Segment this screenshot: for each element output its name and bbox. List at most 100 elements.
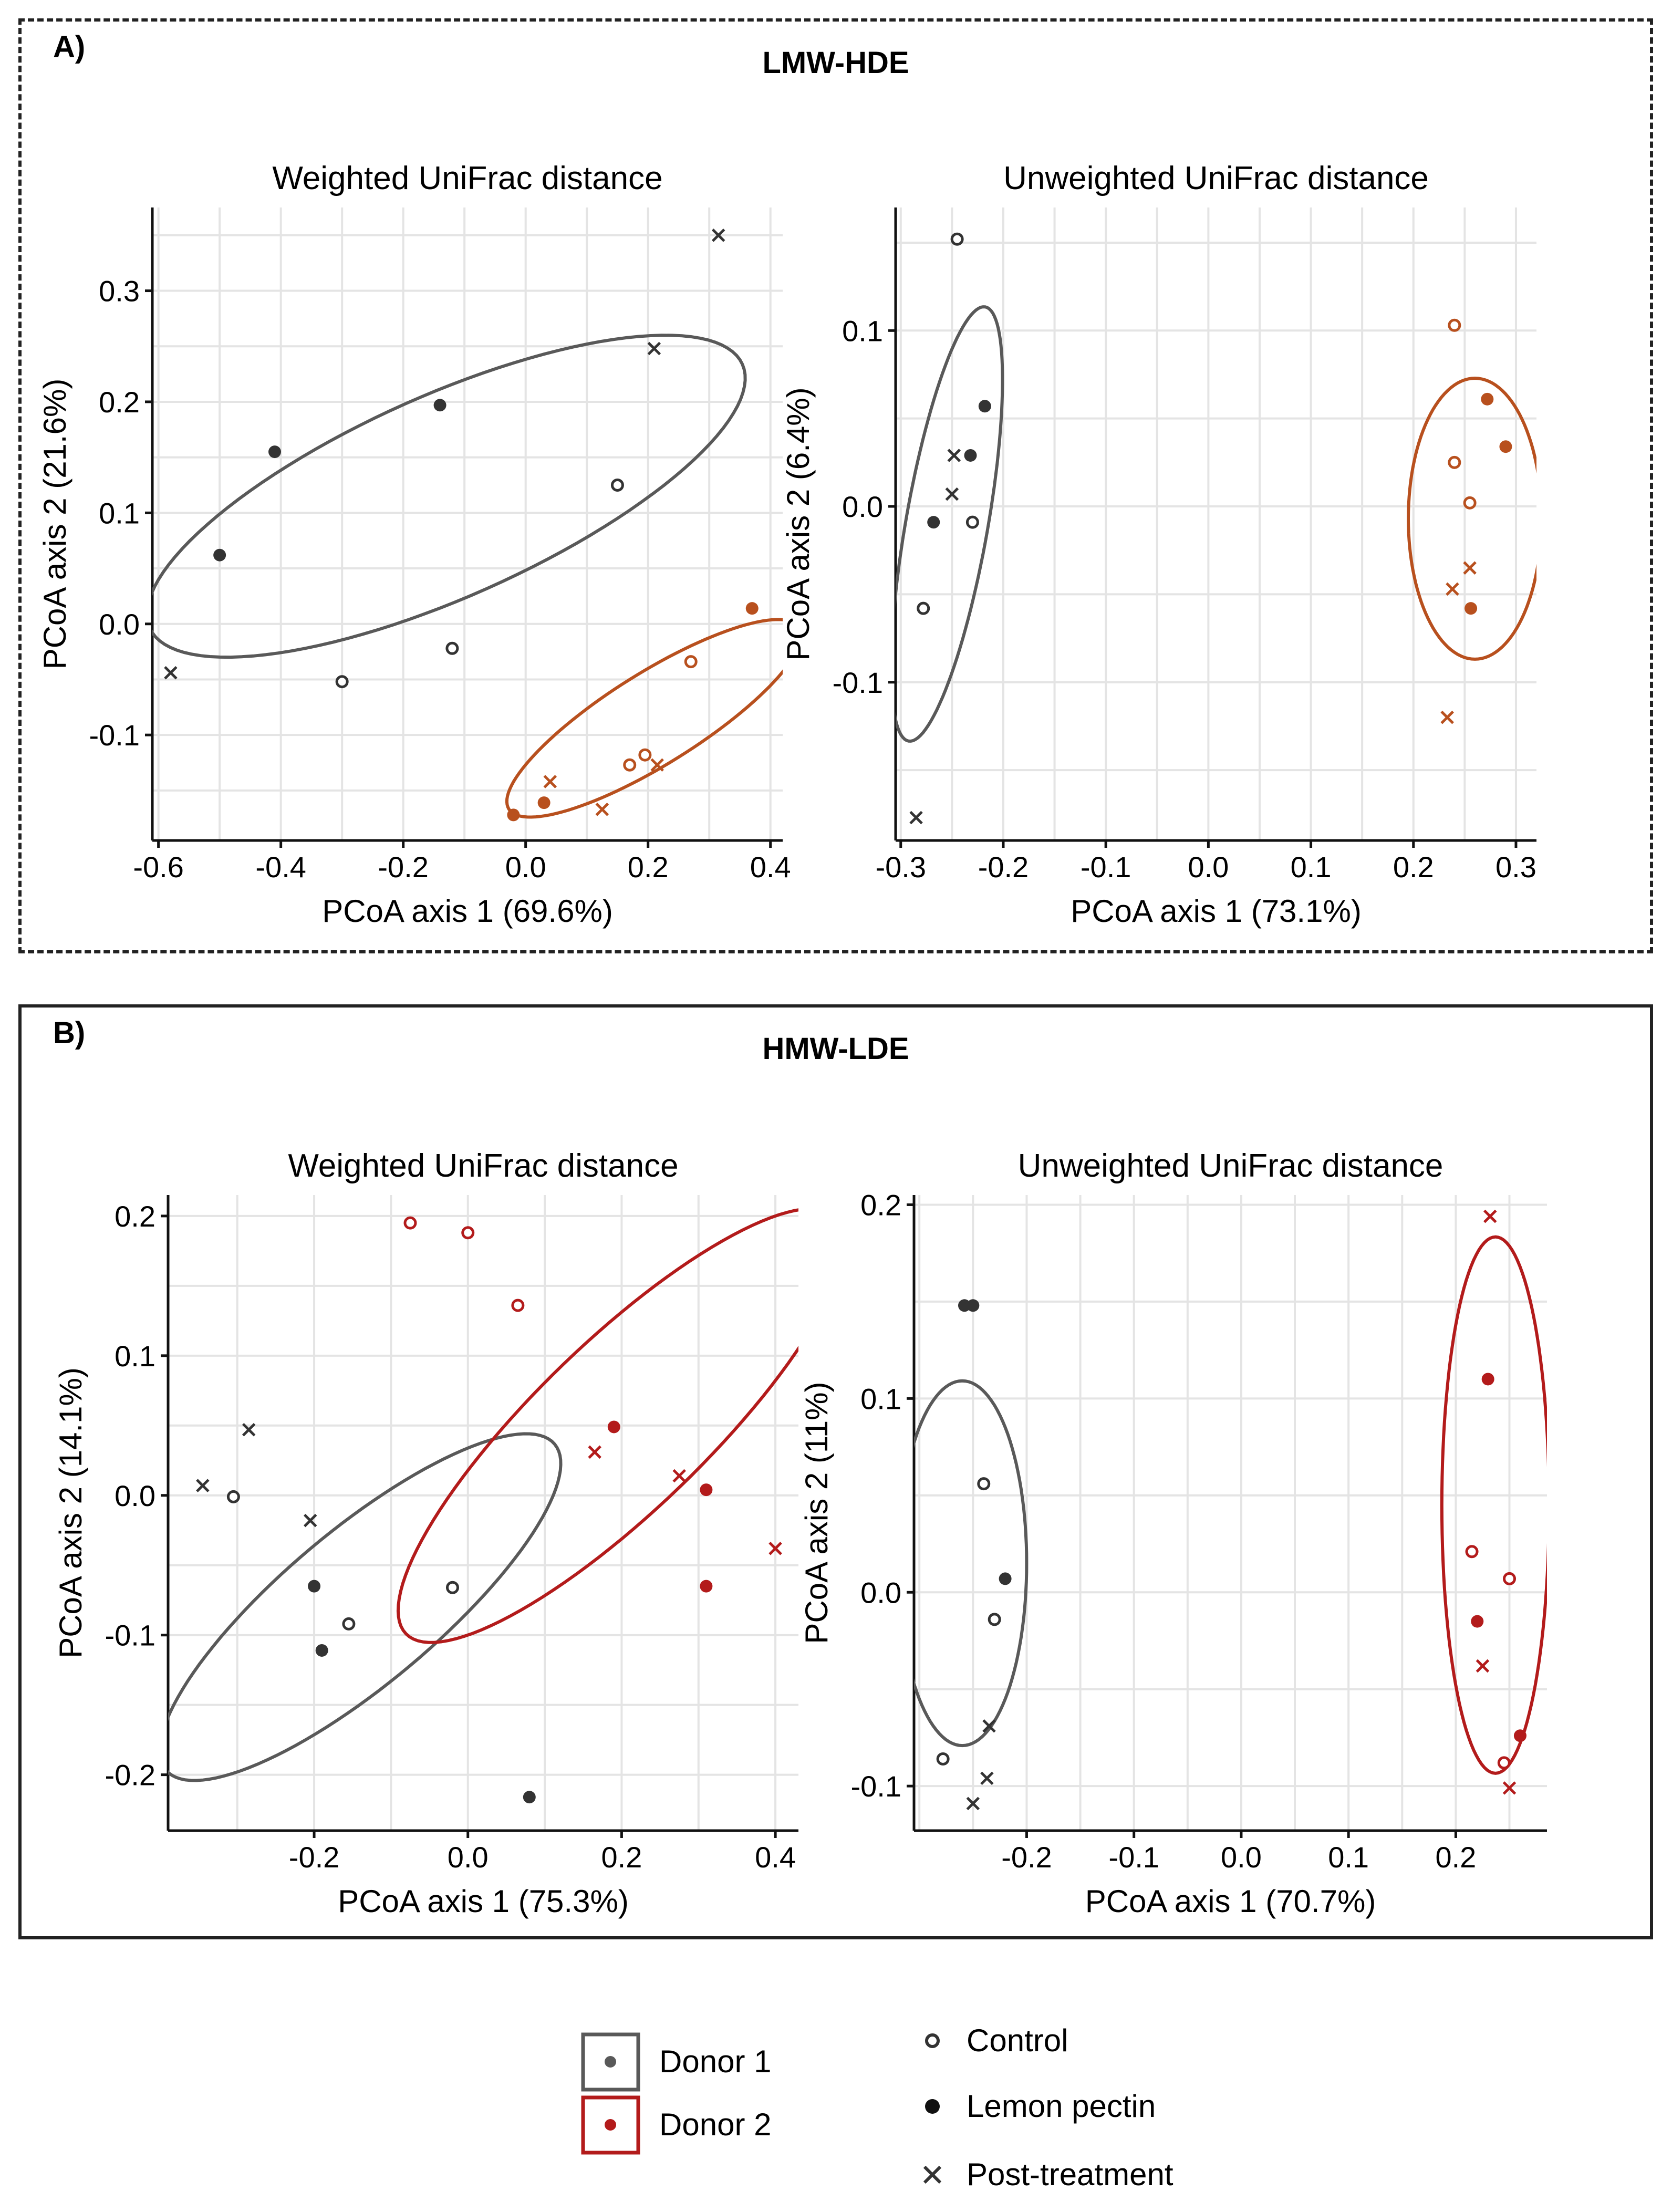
point-donor-1-x [980,1771,994,1785]
x-axis-label: PCoA axis 1 (70.7%) [1085,1884,1376,1919]
point-donor-1-x [242,1423,256,1437]
y-tick-label: 0.1 [842,314,883,347]
legend-donor-2: Donor 2 [581,2095,771,2155]
legend-donor-2-label: Donor 2 [659,2107,771,2142]
point-donor-1-circle-filled [927,516,940,529]
y-tick-label: 0.2 [115,1200,155,1233]
point-donor-1-circle-filled [978,400,991,413]
point-donor-1-x [966,1796,980,1811]
ellipses [896,305,1536,743]
points [164,229,759,822]
point-donor-2-circle-filled [507,808,520,822]
point-donor-1-circle-filled [268,445,282,459]
point-donor-2-circle-filled [1481,1373,1494,1386]
chart-2: -0.2 0.0 0.2 0.4 -0.2 -0.1 0.0 0.1 0.2 Weighted U… [53,1148,798,1919]
point-donor-2-x [769,1542,782,1555]
point-donor-2-circle-filled [745,602,759,615]
legend-post-treatment-label: Post-treatment [967,2157,1173,2192]
y-tick-label: 0.2 [99,386,140,419]
legend-lemon-pectin-marker [925,2099,940,2114]
x-tick-label: -0.4 [255,850,306,884]
chart-3: -0.2 -0.1 0.0 0.1 0.2 -0.1 0.0 0.1 0.2 Unweighted… [799,1148,1547,1919]
point-donor-1-circle-open [936,1752,950,1766]
point-donor-2-x [543,775,557,788]
point-donor-1-circle-open [988,1613,1001,1626]
chart-0: -0.6 -0.4 -0.2 0.0 0.2 0.4 -0.1 0.0 0.1 0.2 0.3 Wei… [37,160,791,929]
x-tick-label: 0.2 [601,1841,642,1874]
x-tick-label: 0.1 [1328,1841,1369,1874]
x-tick-label: 0.0 [448,1841,489,1874]
legend-donor-1-dot [605,2056,616,2068]
point-donor-2-circle-open [1465,1545,1479,1559]
point-donor-1-x [909,811,923,825]
points [196,1216,782,1804]
point-donor-1-x [947,449,961,462]
y-tick-label: 0.1 [860,1382,901,1415]
point-donor-1-x [164,666,178,680]
legend-control-marker [925,2033,940,2048]
ellipses [914,1235,1547,1775]
ellipse-donor-1 [896,305,1004,743]
chart-title: Unweighted UniFrac distance [1003,160,1429,196]
y-tick-label: 0.0 [99,608,140,641]
x-tick-label: -0.6 [133,850,184,884]
point-donor-1-circle-filled [967,1299,980,1312]
y-tick-label: 0.1 [99,496,140,529]
point-donor-2-circle-open [1448,455,1461,469]
grid [896,207,1536,840]
legend-donor-1-swatch [581,2032,640,2092]
panel-title: HMW-LDE [762,1032,909,1066]
panel-letter: A) [53,30,86,64]
x-tick-label: 0.0 [1221,1841,1262,1874]
legend-donor-2-dot [605,2119,616,2131]
x-tick-label: -0.2 [1001,1841,1052,1874]
x-tick-label: 0.2 [1435,1841,1476,1874]
point-donor-2-circle-open [511,1299,525,1312]
point-donor-2-circle-open [1497,1756,1511,1770]
y-tick-label: -0.1 [851,1770,902,1803]
ellipses [152,334,783,819]
point-donor-2-circle-open [1503,1572,1517,1585]
points [936,1209,1526,1811]
point-donor-2-circle-filled [1471,1615,1484,1628]
chart-title: Weighted UniFrac distance [272,160,662,196]
x-tick-label: -0.1 [1081,850,1131,884]
y-axis-label: PCoA axis 2 (11%) [799,1382,834,1644]
point-donor-1-x [303,1513,317,1528]
y-tick-label: 0.2 [860,1188,901,1221]
x-tick-label: 0.4 [755,1841,796,1874]
point-donor-1-x [945,487,959,501]
x-tick-label: 0.4 [750,850,791,884]
y-tick-label: 0.0 [115,1479,155,1512]
legend-control: Control [925,2023,1068,2058]
point-donor-1-circle-open [965,515,979,529]
y-tick-label: 0.3 [99,275,140,308]
x-axis-label: PCoA axis 1 (69.6%) [322,894,613,929]
legend-lemon-pectin: Lemon pectin [925,2089,1156,2124]
ellipse-donor-1 [152,334,747,659]
point-donor-2-circle-open [461,1226,475,1240]
x-tick-label: 0.1 [1291,850,1332,884]
y-tick-label: 0.0 [860,1576,901,1609]
point-donor-1-circle-filled [964,449,977,462]
point-donor-2-circle-filled [700,1483,713,1497]
y-axis-label: PCoA axis 2 (14.1%) [53,1367,88,1658]
point-donor-1-circle-open [610,479,624,492]
x-tick-label: 0.2 [1393,850,1434,884]
y-tick-label: -0.2 [105,1759,156,1792]
y-axis-label: PCoA axis 2 (6.4%) [781,387,816,660]
ellipse-donor-1 [168,1432,563,1782]
x-axis-label: PCoA axis 1 (75.3%) [338,1884,629,1919]
point-donor-2-x [672,1469,686,1483]
y-tick-label: -0.1 [833,666,884,699]
chart-title: Unweighted UniFrac distance [1018,1148,1443,1184]
point-donor-1-x [196,1479,210,1492]
ellipse-donor-2 [1406,376,1536,661]
panel-title: LMW-HDE [762,46,909,80]
y-tick-label: -0.1 [89,719,140,752]
y-axis-label: PCoA axis 2 (21.6%) [37,379,72,670]
point-donor-1-circle-open [445,1581,459,1594]
x-tick-label: 0.2 [628,850,669,884]
